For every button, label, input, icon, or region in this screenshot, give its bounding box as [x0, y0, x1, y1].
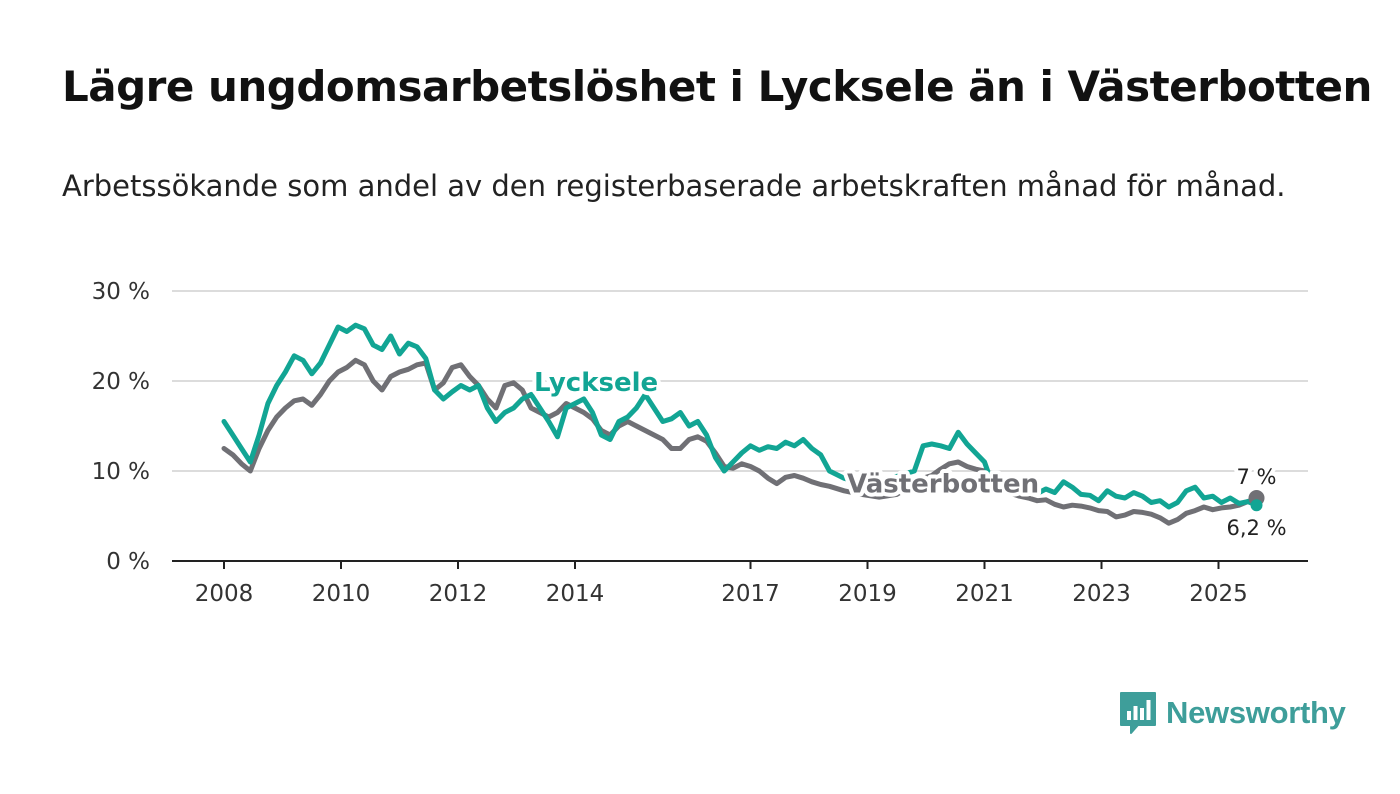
series-line-lycksele: [221, 322, 1259, 510]
chart-subtitle: Arbetssökande som andel av den registerb…: [62, 169, 1286, 203]
x-tick-label: 2025: [1189, 581, 1248, 607]
newsworthy-logo: Newsworthy: [1118, 690, 1346, 736]
y-tick-label: 0 %: [106, 549, 150, 575]
series-labels: 7 % 6,2 % Lycksele Västerbotten: [530, 364, 1290, 544]
gridlines: [172, 290, 1308, 472]
end-marker-lycksele: [1250, 499, 1263, 512]
x-tick-label: 2021: [955, 581, 1014, 607]
series-label-lycksele: Lycksele: [534, 368, 658, 398]
x-tick-label: 2023: [1072, 581, 1131, 607]
end-label-vasterbotten: 7 %: [1237, 465, 1277, 489]
y-tick-label: 10 %: [92, 459, 150, 485]
x-tick-label: 2014: [546, 581, 605, 607]
y-tick-label: 20 %: [92, 369, 150, 395]
x-tick-label: 2008: [195, 581, 254, 607]
chart-title: Lägre ungdomsarbetslöshet i Lycksele än …: [62, 62, 1372, 111]
series-label-vasterbotten: Västerbotten: [847, 470, 1039, 500]
axes: 0 % 10 % 20 % 30 % 2008 2010 2012 2014 2017 2019 2…: [92, 279, 1308, 607]
series: [221, 322, 1265, 526]
x-tick-label: 2019: [838, 581, 897, 607]
x-tick-label: 2012: [429, 581, 488, 607]
end-label-lycksele: 6,2 %: [1227, 516, 1287, 540]
x-tick-label: 2017: [721, 581, 780, 607]
brand-name: Newsworthy: [1166, 695, 1346, 730]
y-tick-label: 30 %: [92, 279, 150, 305]
x-tick-label: 2010: [312, 581, 371, 607]
bar-chart-bubble-icon: [1120, 692, 1156, 734]
